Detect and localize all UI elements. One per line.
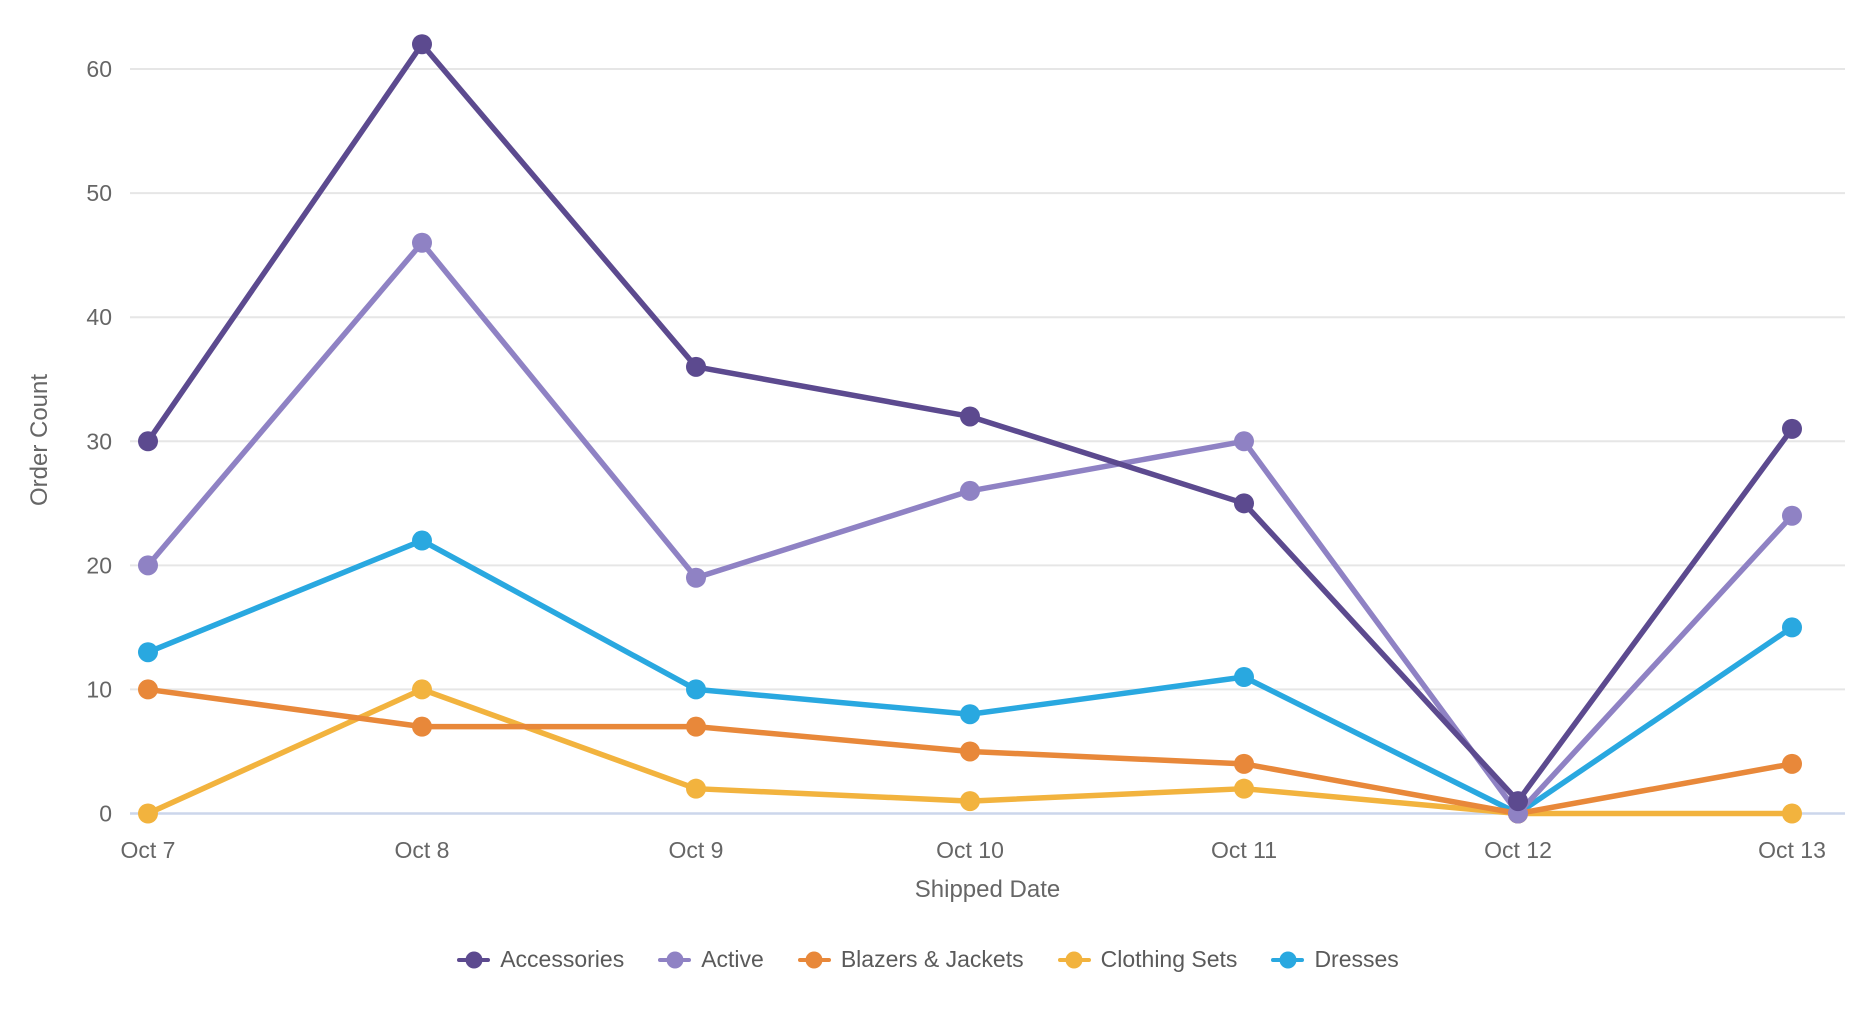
y-tick-label-60: 60: [86, 56, 112, 82]
legend-marker-icon: [658, 951, 692, 968]
legend-item-accessories[interactable]: Accessories: [457, 946, 624, 973]
x-tick-label-oct-13: Oct 13: [1758, 837, 1826, 863]
legend-label: Active: [701, 946, 764, 972]
x-tick-label-oct-7: Oct 7: [121, 837, 176, 863]
series-line-active: [145, 240, 1795, 817]
legend-marker-icon: [1057, 951, 1091, 968]
legend-dot-icon: [1065, 951, 1083, 968]
data-point-active-2[interactable]: [686, 567, 706, 588]
data-point-accessories-6[interactable]: [1782, 418, 1802, 439]
legend-dot-icon: [465, 951, 483, 968]
legend-dot-icon: [1279, 951, 1297, 968]
data-point-active-0[interactable]: [138, 555, 158, 576]
x-tick-label-oct-10: Oct 10: [936, 837, 1004, 863]
data-point-blazers-jackets-2[interactable]: [686, 716, 706, 737]
legend-label: Blazers & Jackets: [840, 946, 1024, 972]
data-point-blazers-jackets-4[interactable]: [1234, 753, 1254, 774]
x-tick-label-oct-9: Oct 9: [669, 837, 724, 863]
y-tick-label-30: 30: [86, 428, 112, 454]
y-tick-label-0: 0: [99, 801, 112, 827]
legend-label: Dresses: [1314, 946, 1399, 972]
x-tick-label-oct-11: Oct 11: [1211, 837, 1277, 863]
legend-item-clothing-sets[interactable]: Clothing Sets: [1057, 946, 1238, 973]
x-axis-title: Shipped Date: [914, 876, 1061, 903]
data-point-dresses-3[interactable]: [960, 704, 980, 725]
y-tick-label-10: 10: [86, 676, 112, 702]
legend-item-active[interactable]: Active: [658, 946, 764, 973]
data-point-active-4[interactable]: [1234, 431, 1254, 452]
data-point-dresses-6[interactable]: [1782, 617, 1802, 638]
data-point-active-1[interactable]: [412, 232, 432, 253]
data-point-clothing-sets-2[interactable]: [686, 778, 706, 799]
y-tick-label-50: 50: [86, 180, 112, 206]
legend-marker-icon: [797, 951, 831, 968]
legend-item-blazers-jackets[interactable]: Blazers & Jackets: [797, 946, 1024, 973]
legend-dot-icon: [805, 951, 823, 968]
data-point-dresses-4[interactable]: [1234, 667, 1254, 688]
data-point-dresses-2[interactable]: [686, 679, 706, 700]
data-point-accessories-5[interactable]: [1508, 791, 1528, 812]
data-point-blazers-jackets-3[interactable]: [960, 741, 980, 762]
data-point-dresses-0[interactable]: [138, 642, 158, 663]
data-point-blazers-jackets-6[interactable]: [1782, 753, 1802, 774]
data-point-accessories-3[interactable]: [960, 406, 980, 427]
data-point-clothing-sets-4[interactable]: [1234, 778, 1254, 799]
data-point-blazers-jackets-1[interactable]: [412, 716, 432, 737]
series-line-dresses: [145, 537, 1795, 817]
legend-item-dresses[interactable]: Dresses: [1271, 946, 1399, 973]
data-point-clothing-sets-3[interactable]: [960, 791, 980, 812]
data-point-clothing-sets-0[interactable]: [138, 803, 158, 824]
data-point-active-3[interactable]: [960, 480, 980, 501]
legend-label: Clothing Sets: [1100, 946, 1238, 972]
legend-marker-icon: [1271, 951, 1305, 968]
data-point-accessories-0[interactable]: [138, 431, 158, 452]
legend-dot-icon: [666, 951, 684, 968]
data-point-clothing-sets-6[interactable]: [1782, 803, 1802, 824]
data-point-clothing-sets-1[interactable]: [412, 679, 432, 700]
data-point-accessories-1[interactable]: [412, 34, 432, 55]
y-axis-title: Order Count: [26, 373, 53, 507]
y-tick-label-20: 20: [86, 552, 112, 578]
data-point-blazers-jackets-0[interactable]: [138, 679, 158, 700]
data-point-active-6[interactable]: [1782, 505, 1802, 526]
legend-label: Accessories: [500, 946, 625, 972]
legend-marker-icon: [457, 951, 491, 968]
x-tick-label-oct-8: Oct 8: [395, 837, 450, 863]
legend: Accessories Active Blazers & Jackets Clothi…: [0, 946, 1856, 973]
data-point-dresses-1[interactable]: [412, 530, 432, 551]
y-tick-label-40: 40: [86, 304, 112, 330]
x-tick-label-oct-12: Oct 12: [1484, 837, 1552, 863]
data-point-accessories-4[interactable]: [1234, 493, 1254, 514]
data-point-accessories-2[interactable]: [686, 356, 706, 377]
